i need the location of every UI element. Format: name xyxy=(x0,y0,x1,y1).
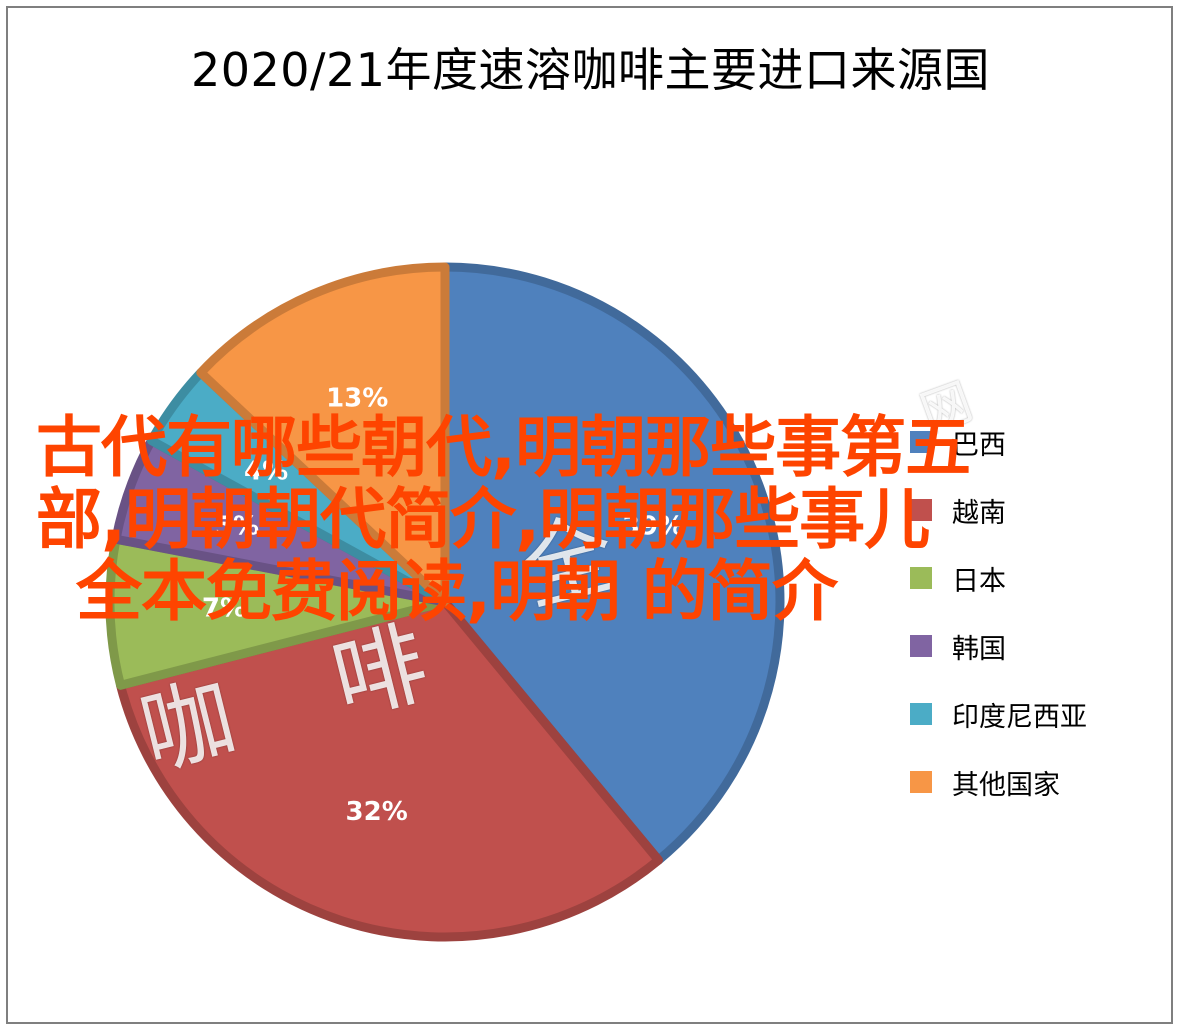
pie-slice-others xyxy=(196,262,450,607)
overlay-line-2: 部,明朝朝代简介,明朝那些事儿 xyxy=(36,481,930,558)
pie-slice-vietnam xyxy=(116,597,664,942)
legend-label-others: 其他国家 xyxy=(952,769,1060,801)
data-label-vietnam: 32% xyxy=(346,797,408,827)
legend-item-others: 其他国家 xyxy=(910,748,1087,816)
legend-item-vietnam: 越南 xyxy=(910,476,1087,544)
legend-swatch-brazil xyxy=(910,431,932,453)
data-label-japan: 7% xyxy=(202,593,246,623)
pie-slice-japan xyxy=(105,534,450,690)
legend-label-indonesia: 印度尼西亚 xyxy=(952,701,1087,733)
legend-label-japan: 日本 xyxy=(952,565,1006,597)
data-label-others: 13% xyxy=(326,384,388,414)
overlay-headline: 古代有哪些朝代,明朝那些事第五 部,明朝朝代简介,明朝那些事儿 全本免费阅读,明… xyxy=(36,412,1146,628)
legend-item-brazil: 巴西 xyxy=(910,408,1087,476)
data-label-brazil: 39% xyxy=(622,512,684,542)
data-label-korea: 5% xyxy=(215,512,259,542)
data-label-indonesia: 4% xyxy=(244,457,288,487)
legend-swatch-indonesia xyxy=(910,703,932,725)
chart-title: 2020/21年度速溶咖啡主要进口来源国 xyxy=(190,43,991,97)
legend-label-korea: 韩国 xyxy=(952,633,1006,665)
legend-item-indonesia: 印度尼西亚 xyxy=(910,680,1087,748)
legend-swatch-korea xyxy=(910,635,932,657)
legend-swatch-japan xyxy=(910,567,932,589)
legend: 巴西 越南 日本 韩国 印度尼西亚 其他国家 xyxy=(910,408,1087,816)
legend-swatch-vietnam xyxy=(910,499,932,521)
legend-swatch-others xyxy=(910,771,932,793)
overlay-line-3: 全本免费阅读,明朝 的简介 xyxy=(76,553,838,630)
legend-label-brazil: 巴西 xyxy=(952,429,1006,461)
pie-slice-brazil xyxy=(440,262,785,865)
legend-item-japan: 日本 xyxy=(910,544,1087,612)
overlay-line-1: 古代有哪些朝代,明朝那些事第五 xyxy=(36,409,971,486)
legend-label-vietnam: 越南 xyxy=(952,497,1006,529)
legend-item-korea: 韩国 xyxy=(910,612,1087,680)
